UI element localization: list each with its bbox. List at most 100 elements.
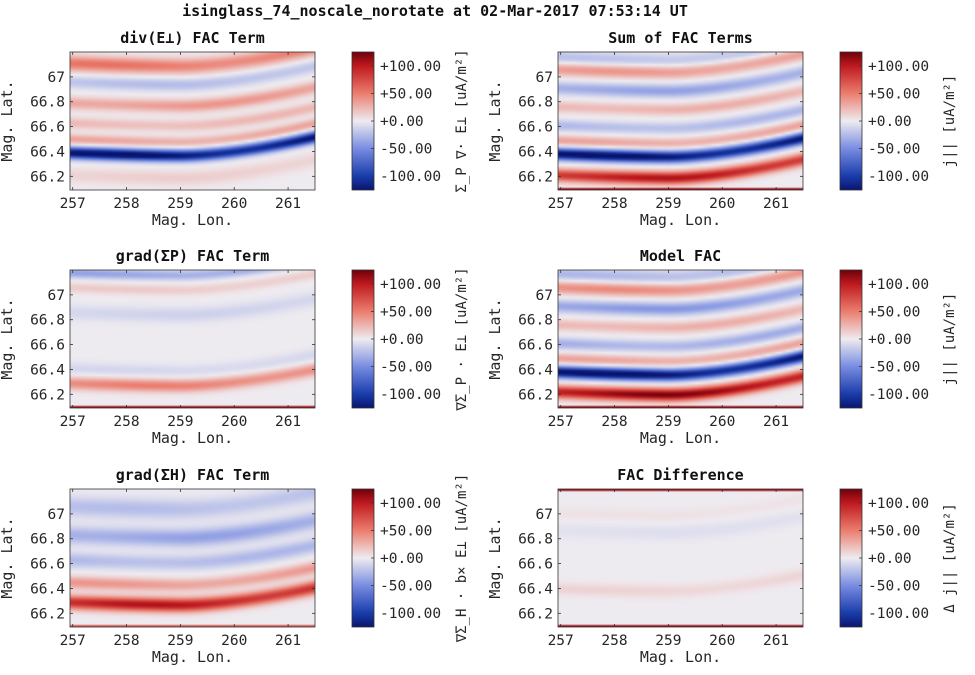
panel-title: FAC Difference (617, 466, 743, 484)
y-tick-label: 66.4 (30, 581, 65, 597)
y-tick-label: 66.2 (30, 387, 65, 403)
x-tick-label: 260 (709, 414, 735, 430)
x-tick-label: 261 (275, 196, 301, 212)
colorbar-tick-label: +100.00 (868, 277, 929, 293)
colorbar-tick-label: +0.00 (868, 551, 912, 567)
x-tick-label: 261 (763, 196, 789, 212)
axes-frame (69, 269, 316, 409)
colorbar-tick-label: +50.00 (868, 523, 920, 539)
x-tick-label: 261 (275, 414, 301, 430)
y-tick-label: 67 (48, 70, 65, 86)
x-axis-label: Mag. Lon. (152, 211, 233, 229)
y-tick-label: 66.2 (30, 606, 65, 622)
axes-frame (557, 51, 804, 191)
colorbar-tick-label: +50.00 (380, 86, 432, 102)
panel-3: grad(ΣP) FAC Term 257 258 259 260 261 66.2 66.4… (0, 247, 470, 447)
y-tick-label: 67 (536, 288, 553, 304)
heatmap-image (558, 270, 803, 408)
panel-title: grad(ΣH) FAC Term (116, 466, 270, 484)
y-tick-label: 66.4 (30, 362, 65, 378)
y-tick-label: 66.4 (30, 144, 65, 160)
x-tick-label: 257 (548, 196, 574, 212)
x-tick-label: 257 (60, 414, 86, 430)
x-tick-label: 261 (763, 633, 789, 649)
y-tick-label: 66.6 (30, 120, 65, 136)
colorbar-tick-label: +100.00 (868, 496, 929, 512)
x-axis-label: Mag. Lon. (152, 429, 233, 447)
colorbar-label: ∇Σ_P · E⊥ [uA/m²] (454, 267, 470, 411)
y-tick-label: 66.4 (518, 362, 553, 378)
panel-5: grad(ΣH) FAC Term 257 258 259 260 261 66.2 66.4… (0, 466, 470, 666)
x-tick-label: 258 (113, 633, 139, 649)
panel-title: Sum of FAC Terms (608, 29, 753, 47)
y-tick-label: 66.4 (518, 581, 553, 597)
y-axis-label: Mag. Lat. (486, 298, 504, 379)
colorbar-tick-label: +0.00 (868, 114, 912, 130)
figure-title: isinglass_74_noscale_norotate at 02-Mar-… (182, 2, 688, 20)
colorbar (351, 488, 375, 628)
axes-frame (557, 488, 804, 628)
colorbar-tick-label: -50.00 (380, 579, 432, 595)
y-tick-label: 66.6 (30, 338, 65, 354)
y-tick-label: 66.4 (518, 144, 553, 160)
colorbar-tick-label: +100.00 (380, 59, 441, 75)
x-tick-label: 259 (655, 414, 681, 430)
panel-1: div(E⊥) FAC Term 257 258 259 260 261 66.2 66.4 6… (0, 29, 470, 229)
x-tick-label: 258 (601, 196, 627, 212)
colorbar-tick-label: -100.00 (868, 606, 929, 622)
y-tick-label: 66.6 (518, 557, 553, 573)
x-axis-label: Mag. Lon. (640, 429, 721, 447)
colorbar-tick-label: +0.00 (380, 114, 424, 130)
x-tick-label: 259 (167, 196, 193, 212)
colorbar-tick-label: +50.00 (868, 86, 920, 102)
panel-2: Sum of FAC Terms 257 258 259 260 261 66.2 66.4 6… (486, 29, 958, 229)
x-tick-label: 257 (60, 196, 86, 212)
y-tick-label: 66.8 (518, 95, 553, 111)
x-tick-label: 258 (601, 633, 627, 649)
panel-title: Model FAC (640, 247, 721, 265)
colorbar (839, 269, 863, 409)
axes-frame (69, 51, 316, 191)
axes-frame (69, 488, 316, 628)
y-axis-label: Mag. Lat. (0, 517, 16, 598)
colorbar-tick-label: -100.00 (380, 169, 441, 185)
colorbar-tick-label: +100.00 (380, 496, 441, 512)
x-tick-label: 258 (113, 196, 139, 212)
y-tick-label: 67 (48, 507, 65, 523)
y-tick-label: 66.8 (30, 532, 65, 548)
x-tick-label: 260 (221, 196, 247, 212)
x-tick-label: 257 (60, 633, 86, 649)
x-tick-label: 260 (709, 196, 735, 212)
x-tick-label: 261 (763, 414, 789, 430)
x-tick-label: 259 (167, 633, 193, 649)
y-tick-label: 66.8 (30, 95, 65, 111)
y-tick-label: 66.8 (518, 313, 553, 329)
x-tick-label: 259 (655, 633, 681, 649)
colorbar-tick-label: -100.00 (380, 387, 441, 403)
colorbar-label: j|| [uA/m²] (942, 293, 958, 386)
heatmap-image (558, 489, 803, 627)
y-tick-label: 66.6 (518, 120, 553, 136)
colorbar (839, 488, 863, 628)
y-tick-label: 66.6 (30, 557, 65, 573)
colorbar-tick-label: -50.00 (380, 360, 432, 376)
x-tick-label: 258 (601, 414, 627, 430)
colorbar-tick-label: -50.00 (868, 360, 920, 376)
colorbar-tick-label: -100.00 (868, 169, 929, 185)
x-tick-label: 257 (548, 414, 574, 430)
y-tick-label: 67 (536, 70, 553, 86)
heatmap-image (558, 52, 803, 190)
colorbar-tick-label: +50.00 (380, 523, 432, 539)
colorbar-label: Σ_P ∇· E⊥ [uA/m²] (454, 49, 470, 192)
colorbar-tick-label: -50.00 (868, 142, 920, 158)
colorbar-label: Δ j|| [uA/m²] (942, 503, 958, 613)
colorbar-label: j|| [uA/m²] (942, 75, 958, 168)
y-axis-label: Mag. Lat. (0, 80, 16, 161)
panel-4: Model FAC 257 258 259 260 261 66.2 66.4 66.6 66.8… (486, 247, 958, 447)
colorbar-tick-label: +100.00 (380, 277, 441, 293)
heatmap-image (70, 52, 315, 190)
y-tick-label: 66.2 (518, 606, 553, 622)
colorbar-tick-label: -100.00 (868, 387, 929, 403)
x-axis-label: Mag. Lon. (152, 648, 233, 666)
y-tick-label: 67 (536, 507, 553, 523)
